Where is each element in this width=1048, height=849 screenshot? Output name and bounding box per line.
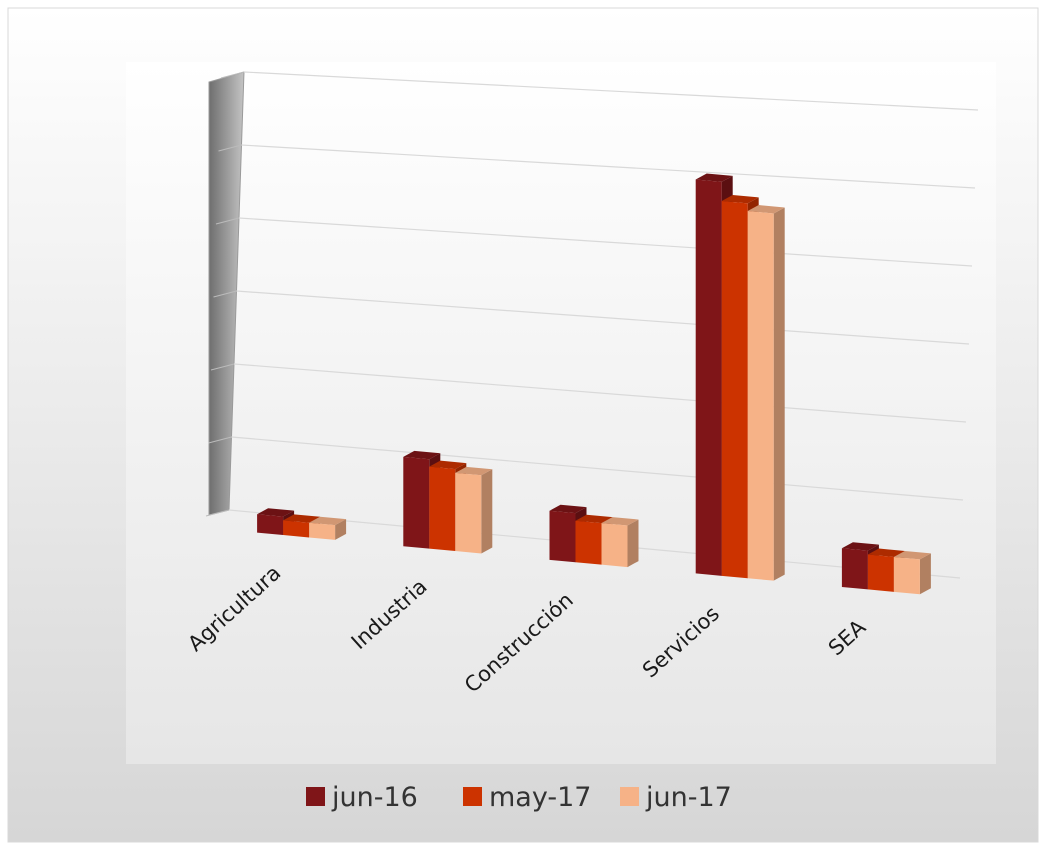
bar-front [747, 211, 774, 581]
gridlines [205, 71, 979, 579]
bar-side [335, 519, 347, 540]
bar [601, 517, 639, 568]
wall-tick [205, 509, 230, 517]
gridline [238, 217, 973, 267]
bar-top [747, 205, 785, 214]
wall-tick [213, 290, 237, 298]
wall-tick [208, 436, 232, 444]
bar-top [283, 514, 321, 523]
bar-front [575, 520, 602, 565]
bar-top [309, 516, 347, 526]
wall-tick [220, 71, 245, 79]
bar-front [403, 456, 430, 549]
legend-swatch [463, 787, 482, 806]
legend-swatch [620, 787, 639, 806]
plot-area [126, 62, 996, 764]
bar-top [549, 504, 587, 514]
legend-label: may-17 [489, 782, 591, 813]
bar-top [695, 173, 733, 182]
bar-side [627, 519, 639, 568]
gridline [231, 436, 964, 501]
bar-top [429, 460, 467, 470]
wall-tick [210, 363, 235, 371]
bar [747, 205, 785, 581]
bar-top [455, 466, 493, 476]
bars [257, 173, 931, 595]
wall-tick [215, 217, 240, 225]
legend-swatch [306, 787, 325, 806]
bar-front [309, 522, 336, 540]
bar-front [601, 523, 628, 568]
bar-front [429, 466, 456, 552]
bar-top [867, 548, 905, 557]
bar [309, 516, 347, 540]
bar-top [721, 194, 759, 204]
legend-item: jun-16 [306, 782, 418, 813]
bar-side [773, 207, 785, 581]
legend: jun-16 may-17 jun-17 [306, 782, 732, 813]
legend-label: jun-16 [331, 782, 418, 813]
bar-front [455, 472, 482, 554]
bar-top [575, 514, 613, 524]
bar [893, 550, 931, 595]
bar [455, 466, 493, 554]
bar-top [893, 550, 931, 560]
bar-side [919, 553, 931, 595]
bar-top [601, 517, 639, 526]
legend-item: jun-17 [620, 782, 732, 813]
bar-front [841, 548, 868, 590]
wall-tick [218, 144, 242, 152]
bar-top [257, 508, 295, 517]
legend-item: may-17 [463, 782, 591, 813]
bar-front [283, 520, 310, 538]
bar-front [893, 556, 920, 595]
bar-front [257, 514, 284, 536]
gridline [236, 290, 970, 345]
bar-front [867, 554, 894, 592]
bar-front [721, 200, 748, 579]
gridline [241, 144, 976, 189]
gridline [243, 71, 979, 111]
legend-label: jun-17 [645, 782, 732, 813]
bar-front [695, 179, 722, 576]
bar-top [403, 450, 441, 460]
bar-side [481, 469, 493, 554]
gridline [233, 363, 967, 423]
bar-front [549, 510, 576, 563]
bar-top [841, 542, 879, 551]
